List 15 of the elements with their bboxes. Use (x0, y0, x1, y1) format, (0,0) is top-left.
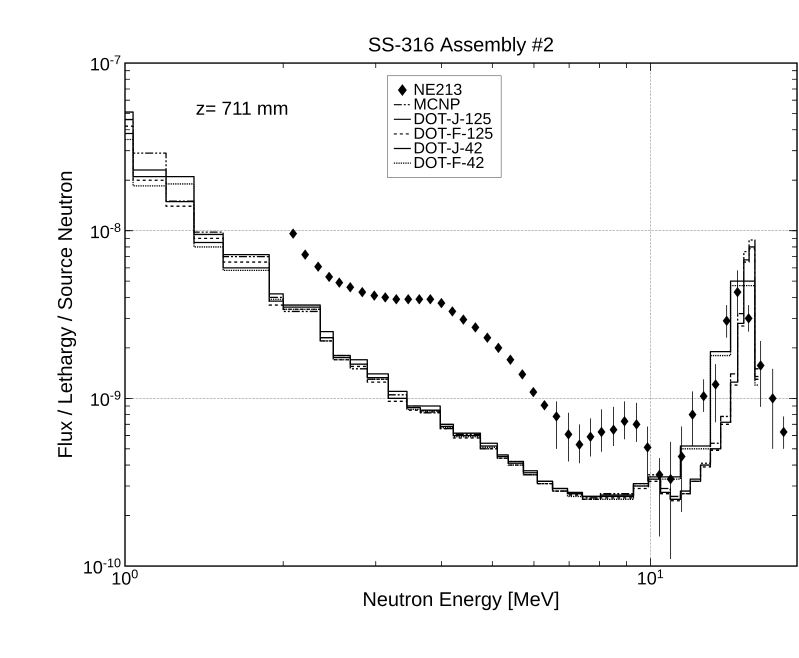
x-axis-title: Neutron Energy [MeV] (364, 592, 558, 610)
legend-label: MCNP (414, 98, 460, 110)
legend-label: DOT-F-42 (414, 156, 484, 168)
y-tick-label: 10$^{-7}$ (91, 55, 120, 71)
legend-label: NE213 (414, 84, 462, 96)
annotation: z= 711 mm (196, 102, 288, 115)
legend-label: DOT-J-125 (414, 112, 491, 124)
x-tick-label: 10$^{0}$ (112, 570, 138, 585)
legend-label: DOT-J-42 (414, 142, 482, 154)
y-tick-label: 10$^{-8}$ (91, 223, 120, 238)
legend-label: DOT-F-125 (414, 128, 492, 139)
chart-title: SS-316 Assembly #2 (368, 36, 553, 56)
y-tick-label: 10$^{-9}$ (91, 390, 120, 406)
y-axis-title: Flux / Lethargy / Source Neutron (57, 172, 76, 457)
x-tick-label: 10$^{1}$ (638, 570, 664, 585)
